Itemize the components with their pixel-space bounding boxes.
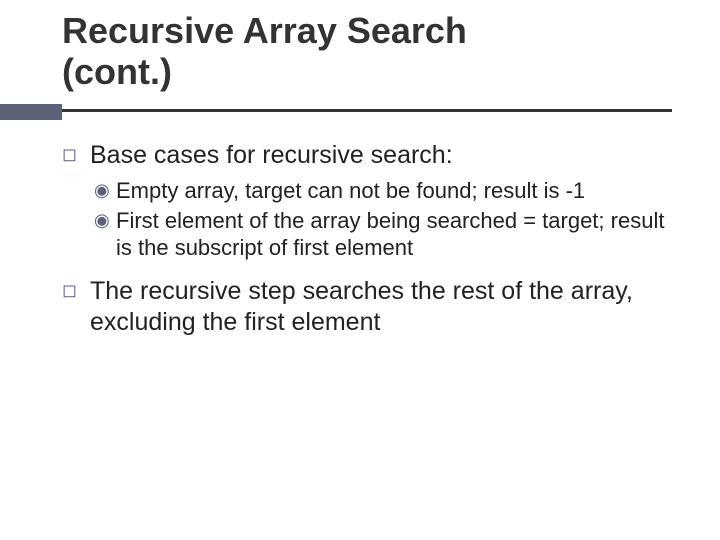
slide-title: Recursive Array Search (cont.) (62, 10, 720, 93)
circle-bullet-icon: ◉ (94, 177, 116, 203)
bullet-level2: ◉ First element of the array being searc… (94, 207, 672, 262)
title-area: Recursive Array Search (cont.) (0, 0, 720, 93)
sub-bullet-group: ◉ Empty array, target can not be found; … (94, 177, 672, 262)
title-line-1: Recursive Array Search (62, 10, 467, 51)
bullet-level1: ◻ Base cases for recursive search: (62, 140, 672, 171)
circle-bullet-icon: ◉ (94, 207, 116, 233)
bullet-text: Empty array, target can not be found; re… (116, 177, 585, 205)
title-line-2: (cont.) (62, 51, 172, 92)
bullet-text: The recursive step searches the rest of … (90, 276, 672, 339)
square-bullet-icon: ◻ (62, 140, 90, 168)
title-underline (62, 109, 672, 112)
accent-bar (0, 104, 62, 120)
square-bullet-icon: ◻ (62, 276, 90, 304)
bullet-level2: ◉ Empty array, target can not be found; … (94, 177, 672, 205)
bullet-text: Base cases for recursive search: (90, 140, 453, 171)
slide: Recursive Array Search (cont.) ◻ Base ca… (0, 0, 720, 540)
bullet-level1: ◻ The recursive step searches the rest o… (62, 276, 672, 339)
bullet-text: First element of the array being searche… (116, 207, 672, 262)
slide-body: ◻ Base cases for recursive search: ◉ Emp… (62, 140, 672, 344)
